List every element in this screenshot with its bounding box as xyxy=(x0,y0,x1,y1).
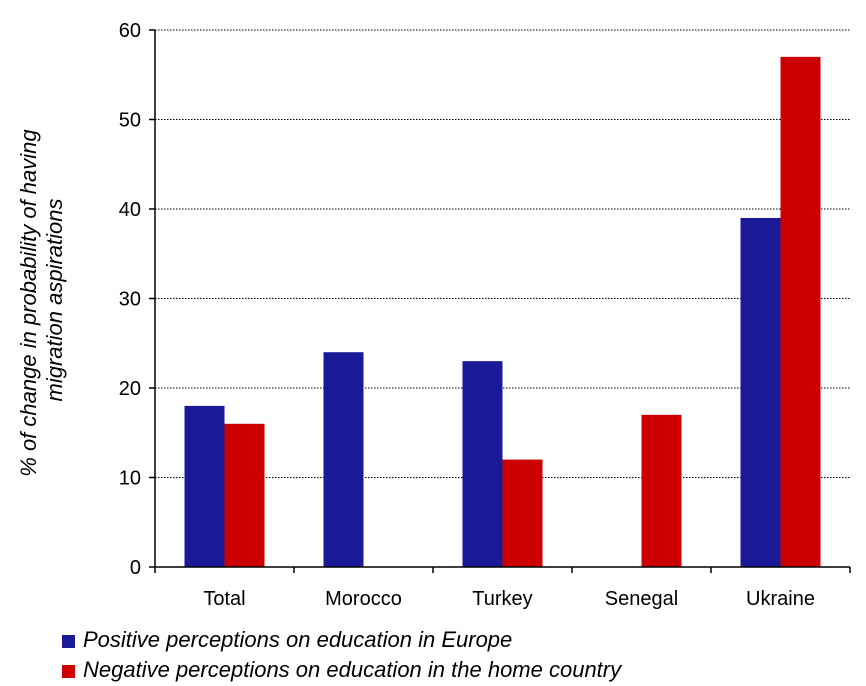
gridlines xyxy=(155,29,850,478)
legend-item-positive: Positive perceptions on education in Eur… xyxy=(62,625,621,655)
x-category-label-ukraine: Ukraine xyxy=(746,588,815,610)
bar-total-negative xyxy=(224,423,265,567)
bar-turkey-positive xyxy=(462,361,503,567)
x-category-label-senegal: Senegal xyxy=(605,588,678,610)
y-tick-label-40: 40 xyxy=(119,199,141,221)
bar-senegal-negative xyxy=(641,414,682,567)
bar-morocco-positive xyxy=(323,352,364,567)
y-axis-label-line-2: migration aspirations xyxy=(42,199,67,402)
y-tick-label-10: 10 xyxy=(119,468,141,490)
y-axis-label: % of change in probability of having mig… xyxy=(16,123,67,476)
legend-swatch-negative xyxy=(62,664,75,678)
y-tick-label-0: 0 xyxy=(130,557,141,579)
bar-turkey-negative xyxy=(502,459,543,567)
y-axis-label-line-1: % of change in probability of having xyxy=(16,129,41,477)
bar-total-positive xyxy=(184,405,225,567)
bar-ukraine-positive xyxy=(740,217,781,567)
legend-label-positive: Positive perceptions on education in Eur… xyxy=(83,627,513,652)
bar-ukraine-negative xyxy=(780,56,821,567)
y-tick-label-20: 20 xyxy=(119,378,141,400)
x-category-label-turkey: Turkey xyxy=(472,588,532,610)
y-ticks: 0 10 20 30 40 50 60 xyxy=(119,20,155,579)
y-tick-label-50: 50 xyxy=(119,110,141,132)
legend-item-negative: Negative perceptions on education in the… xyxy=(62,655,621,685)
bars xyxy=(184,56,821,567)
legend-swatch-positive xyxy=(62,634,75,648)
x-categories: Total Morocco Turkey Senegal Ukraine xyxy=(154,567,851,610)
legend: Positive perceptions on education in Eur… xyxy=(62,625,621,685)
bar-chart: 0 10 20 30 40 50 60 Total Morocco Turkey Senegal U… xyxy=(16,20,851,610)
y-tick-label-30: 30 xyxy=(119,289,141,311)
y-tick-label-60: 60 xyxy=(119,20,141,42)
legend-label-negative: Negative perceptions on education in the… xyxy=(83,657,622,682)
x-category-label-morocco: Morocco xyxy=(325,588,402,610)
x-category-label-total: Total xyxy=(203,588,245,610)
